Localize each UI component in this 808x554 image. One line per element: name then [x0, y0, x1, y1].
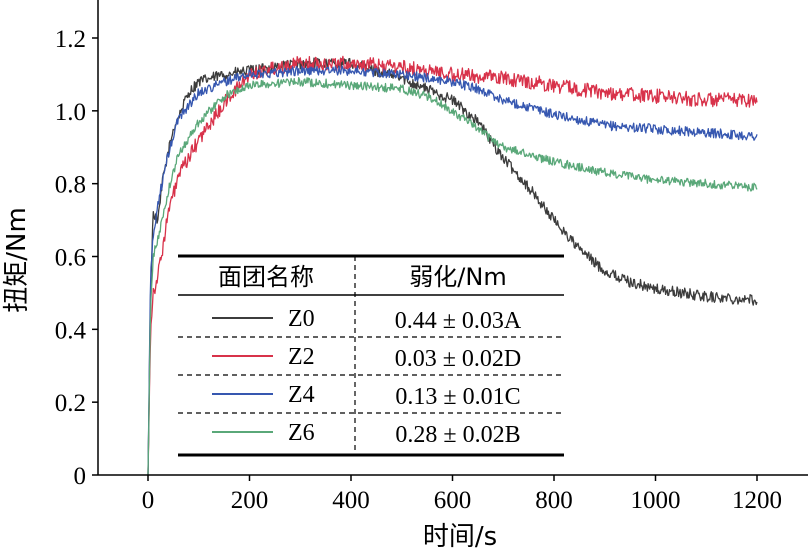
legend-value-z6: 0.28 ± 0.02B — [395, 422, 520, 448]
legend-label-z2: Z2 — [288, 344, 315, 370]
legend-label-z0: Z0 — [288, 306, 315, 332]
x-tick-label: 0 — [142, 487, 155, 514]
y-tick-label: 0.6 — [55, 245, 86, 272]
y-tick-label: 0.4 — [55, 317, 87, 344]
series-layer — [147, 55, 758, 476]
x-axis-title: 时间/s — [423, 522, 497, 552]
legend-header-name: 面团名称 — [218, 263, 314, 291]
y-axis-title: 扭矩/Nm — [2, 207, 32, 313]
series-line-z4 — [147, 65, 758, 476]
ticks-layer: 0 200 400 600 800 1000 1200 0 0.2 0.4 0.6 0.8 1.0 1.2 — [55, 26, 782, 514]
x-tick-label: 1000 — [631, 487, 681, 514]
y-tick-label: 0 — [74, 463, 87, 490]
y-tick-label: 1.0 — [55, 99, 86, 126]
y-tick-label: 1.2 — [55, 26, 86, 53]
x-tick-label: 600 — [434, 487, 472, 514]
legend-value-z4: 0.13 ± 0.01C — [395, 384, 520, 410]
x-tick-label: 800 — [535, 487, 573, 514]
x-tick-label: 400 — [332, 487, 370, 514]
legend-header-value: 弱化/Nm — [409, 263, 506, 291]
legend-label-z4: Z4 — [288, 382, 315, 408]
x-tick-label: 1200 — [732, 487, 782, 514]
legend-value-z2: 0.03 ± 0.02D — [395, 346, 522, 372]
series-line-z6 — [147, 77, 758, 476]
y-tick-label: 0.2 — [55, 390, 86, 417]
legend-value-z0: 0.44 ± 0.03A — [395, 308, 522, 334]
legend-label-z6: Z6 — [288, 420, 315, 446]
x-tick-label: 200 — [231, 487, 269, 514]
y-tick-label: 0.8 — [55, 172, 86, 199]
legend-table: 面团名称 弱化/Nm Z0 0.44 ± 0.03A Z2 0.03 ± 0.0… — [178, 254, 564, 457]
